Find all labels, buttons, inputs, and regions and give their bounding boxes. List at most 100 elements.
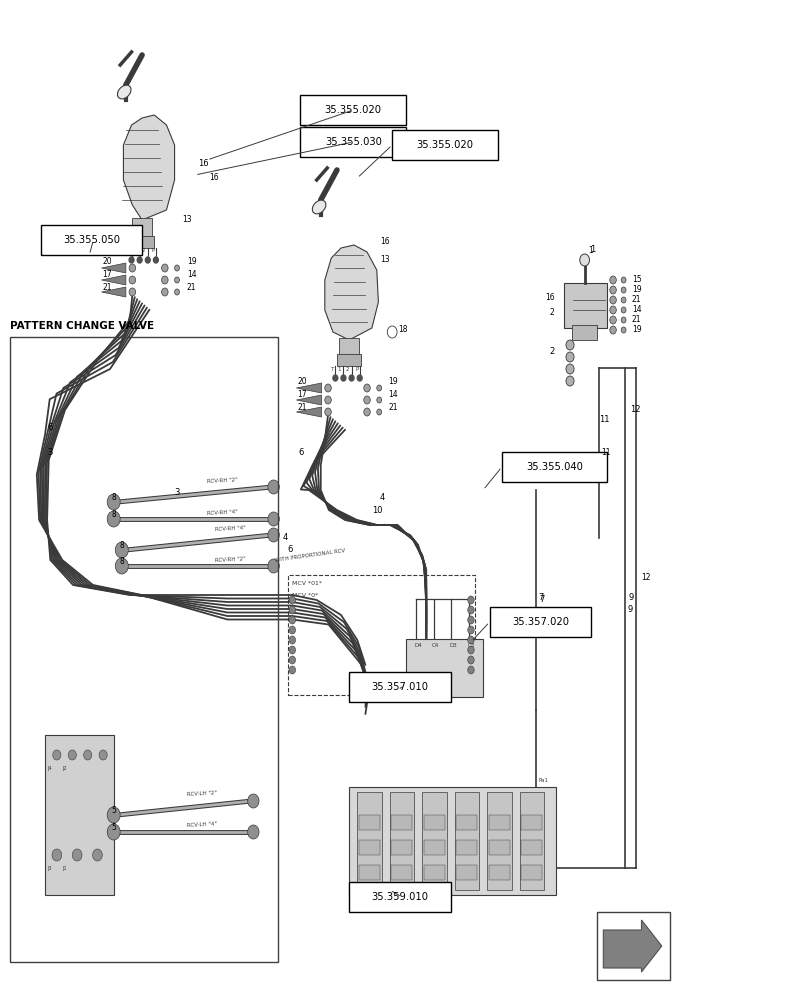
Text: 11: 11 xyxy=(599,416,608,424)
Text: 9: 9 xyxy=(627,605,632,614)
Circle shape xyxy=(137,257,142,263)
Circle shape xyxy=(115,558,128,574)
Circle shape xyxy=(467,596,474,604)
Bar xyxy=(358,840,380,855)
Polygon shape xyxy=(101,287,126,297)
Circle shape xyxy=(247,825,259,839)
Circle shape xyxy=(609,296,616,304)
Text: 19: 19 xyxy=(388,377,397,386)
Circle shape xyxy=(289,606,295,614)
Text: P: P xyxy=(152,248,155,253)
Text: J2: J2 xyxy=(62,766,67,771)
Text: 8: 8 xyxy=(119,557,124,566)
Text: 6: 6 xyxy=(298,448,303,457)
Text: 7: 7 xyxy=(538,593,543,602)
Text: 6: 6 xyxy=(286,545,292,554)
Circle shape xyxy=(115,542,128,558)
Bar xyxy=(423,865,444,880)
Text: 21: 21 xyxy=(388,403,397,412)
Text: 16: 16 xyxy=(209,173,219,182)
Bar xyxy=(349,882,450,912)
Text: 14: 14 xyxy=(388,390,397,399)
Text: MCV *01*: MCV *01* xyxy=(292,581,322,586)
Bar xyxy=(423,840,444,855)
Circle shape xyxy=(289,636,295,644)
Bar xyxy=(349,787,556,895)
Text: 9: 9 xyxy=(628,593,633,602)
Polygon shape xyxy=(296,383,321,393)
Circle shape xyxy=(289,616,295,624)
Circle shape xyxy=(129,264,135,272)
Circle shape xyxy=(289,626,295,634)
Circle shape xyxy=(289,666,295,674)
Bar xyxy=(358,865,380,880)
Circle shape xyxy=(129,257,134,263)
Bar xyxy=(521,815,542,830)
Circle shape xyxy=(107,824,120,840)
Ellipse shape xyxy=(118,85,131,99)
Circle shape xyxy=(467,656,474,664)
Circle shape xyxy=(620,287,625,293)
Text: 8: 8 xyxy=(111,493,116,502)
Text: 13: 13 xyxy=(182,215,192,224)
Bar xyxy=(349,672,450,702)
Bar xyxy=(501,452,607,482)
Circle shape xyxy=(161,276,168,284)
Text: T: T xyxy=(126,248,129,253)
Text: 20: 20 xyxy=(102,257,112,266)
Bar xyxy=(300,95,406,125)
Circle shape xyxy=(333,375,337,381)
Circle shape xyxy=(620,317,625,323)
Circle shape xyxy=(620,297,625,303)
Bar xyxy=(422,792,446,890)
Text: J1: J1 xyxy=(62,866,67,871)
Circle shape xyxy=(467,606,474,614)
Bar xyxy=(406,639,483,697)
Text: Pb1: Pb1 xyxy=(357,899,367,904)
Text: WITH PROPORTIONAL RCV: WITH PROPORTIONAL RCV xyxy=(274,548,345,563)
Circle shape xyxy=(107,807,120,823)
Text: 3: 3 xyxy=(47,448,53,457)
Bar xyxy=(45,735,114,895)
Circle shape xyxy=(609,286,616,294)
Text: 21: 21 xyxy=(631,316,641,324)
Circle shape xyxy=(376,385,381,391)
Circle shape xyxy=(363,396,370,404)
Circle shape xyxy=(609,326,616,334)
Bar xyxy=(456,865,477,880)
Text: 35.357.020: 35.357.020 xyxy=(511,617,569,627)
Circle shape xyxy=(324,408,331,416)
Bar xyxy=(488,865,509,880)
Text: PATTERN CHANGE VALVE: PATTERN CHANGE VALVE xyxy=(10,321,153,331)
Circle shape xyxy=(99,750,107,760)
Text: RCV-RH "2": RCV-RH "2" xyxy=(207,477,238,484)
Text: 7: 7 xyxy=(539,595,544,604)
Text: MCV *0*: MCV *0* xyxy=(292,593,318,598)
Text: C4: C4 xyxy=(431,643,439,648)
Text: 17: 17 xyxy=(297,390,307,399)
Circle shape xyxy=(341,375,345,381)
Circle shape xyxy=(363,408,370,416)
Text: 4: 4 xyxy=(283,533,288,542)
Circle shape xyxy=(107,511,120,527)
Text: RCV-RH "2": RCV-RH "2" xyxy=(215,556,246,563)
Bar xyxy=(288,575,474,695)
Circle shape xyxy=(565,340,573,350)
Bar xyxy=(357,792,381,890)
Text: 19: 19 xyxy=(187,257,196,266)
Ellipse shape xyxy=(312,200,325,214)
Circle shape xyxy=(565,352,573,362)
Text: 4: 4 xyxy=(380,493,384,502)
Bar xyxy=(391,865,412,880)
Circle shape xyxy=(363,384,370,392)
Polygon shape xyxy=(101,275,126,285)
Circle shape xyxy=(268,559,279,573)
Text: 15: 15 xyxy=(631,275,641,284)
Circle shape xyxy=(129,276,135,284)
Text: 35.355.020: 35.355.020 xyxy=(416,140,473,150)
Text: 5: 5 xyxy=(111,806,116,815)
Circle shape xyxy=(609,306,616,314)
Text: P: P xyxy=(355,367,358,372)
Bar xyxy=(423,815,444,830)
Text: RCV-LH "4": RCV-LH "4" xyxy=(187,821,217,828)
